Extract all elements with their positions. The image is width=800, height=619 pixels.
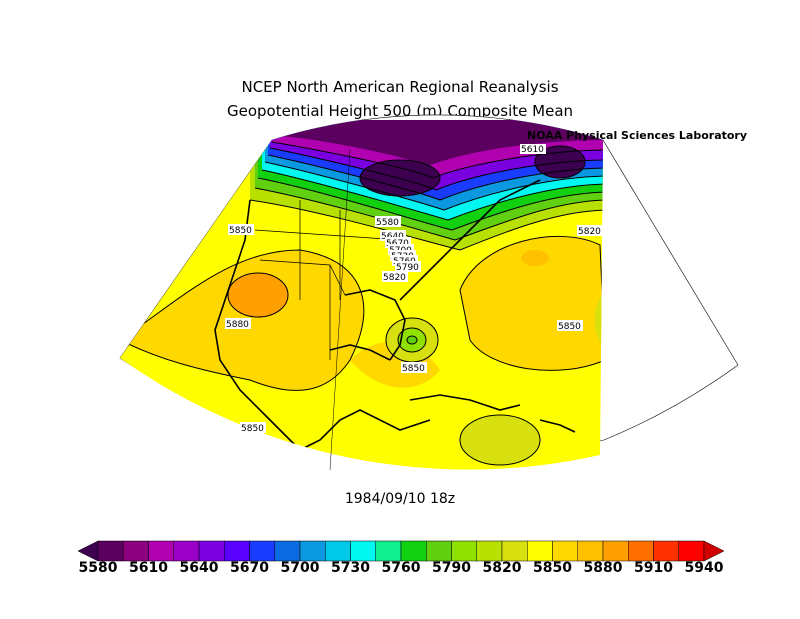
colorbar-swatch [527,540,553,562]
state-borders [254,200,401,360]
contour-label: 5880 [226,320,249,330]
colorbar-swatch [577,540,604,562]
high-center-west [228,273,288,317]
colorbar-tick-label: 5940 [684,560,724,576]
colorbar-swatch [148,540,174,562]
contour-label: 5610 [521,145,544,155]
colorbar-swatch [426,540,452,562]
colorbar-swatch [249,540,275,562]
colorbar-swatch [476,540,503,562]
colorbar-swatch [501,540,528,562]
contour-label: 5790 [396,263,419,273]
contour-lines [120,141,603,466]
colorbar-tick-label: 5580 [78,560,118,576]
contour-label: 5820 [578,227,601,237]
colorbar-swatch [123,540,149,562]
colorbar-tick-label: 5760 [381,560,421,576]
contour-labels: 5850 5880 5850 5580 5640 5670 5700 5730 … [225,144,603,434]
colorbar-tick-label: 5880 [583,560,623,576]
colorbar-swatch [198,540,225,562]
colorbar-tick-label: 5850 [533,560,572,576]
height-field [120,120,603,470]
colorbar-tick-label: 5790 [432,560,471,576]
colorbar-swatch [678,540,705,562]
colorbar [77,540,725,562]
colorbar-swatch [299,540,326,562]
colorbar-swatch [274,540,301,562]
colorbar-swatch [653,540,679,562]
colorbar-tick-label: 5910 [634,560,673,576]
contour-label: 5850 [402,364,425,374]
colorbar-swatch [375,540,402,562]
colorbar-swatch [602,540,629,562]
credit-label: NOAA Physical Sciences Laboratory [527,129,748,142]
chart-title: NCEP North American Regional Reanalysis [241,78,559,96]
colorbar-arrow-high [703,540,725,562]
colorbar-tick-label: 5730 [331,560,370,576]
meridian-line [329,149,351,471]
contour-label: 5820 [383,273,406,283]
colorbar-swatch [451,540,477,562]
contour-label: 5850 [558,322,581,332]
colorbar-tick-label: 5610 [129,560,168,576]
colorbar-swatch [325,540,351,562]
colorbar-swatch [552,540,578,562]
date-label: 1984/09/10 18z [344,491,456,507]
chart-subtitle: Geopotential Height 500 (m) Composite Me… [226,102,574,120]
colorbar-swatch [400,540,427,562]
colorbar-swatch [97,540,124,562]
colorbar-tick-label: 5640 [179,560,219,576]
colorbar-swatch [173,540,200,562]
colorbar-swatch [224,540,250,562]
colorbar-tick-label: 5820 [482,560,522,576]
contour-label: 5850 [229,226,252,236]
colorbar-swatch [628,540,654,562]
colorbar-swatch [350,540,376,562]
colorbar-arrow-low [77,540,99,562]
contour-label: 5580 [376,218,399,228]
colorbar-tick-label: 5700 [280,560,320,576]
coastlines [214,179,576,451]
contour-label: 5850 [241,424,264,434]
colorbar-tick-label: 5670 [230,560,269,576]
